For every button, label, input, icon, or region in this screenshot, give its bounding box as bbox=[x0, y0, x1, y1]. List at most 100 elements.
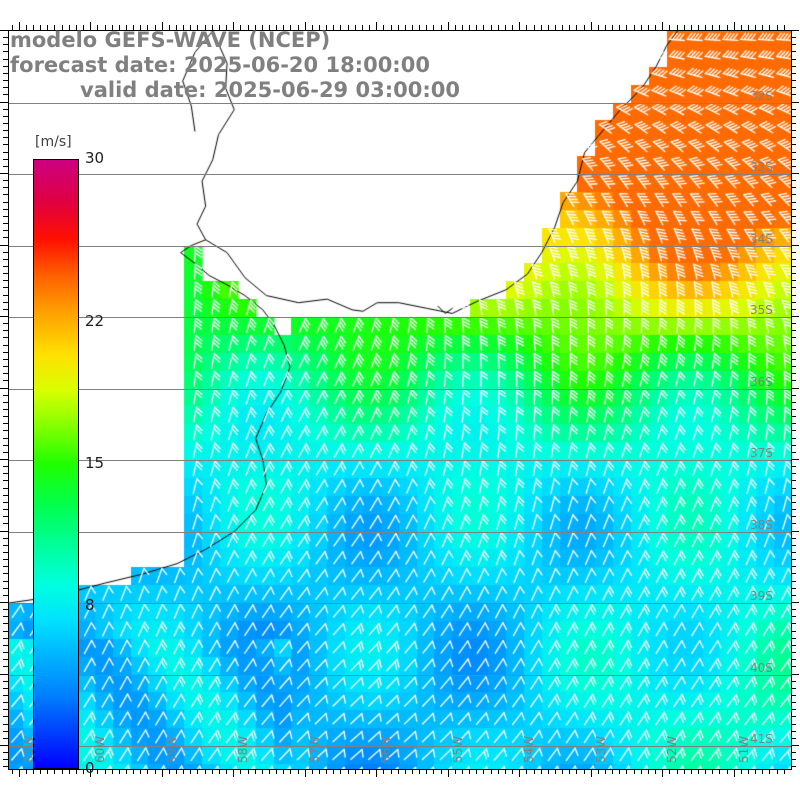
lon-tick-top bbox=[255, 25, 256, 30]
lat-tick-right bbox=[791, 366, 796, 367]
lon-tick-bottom bbox=[526, 769, 527, 774]
lon-tick-bottom bbox=[634, 769, 635, 774]
lon-tick-top bbox=[340, 25, 341, 30]
lat-tick-left bbox=[3, 509, 8, 510]
lat-tick-left bbox=[3, 702, 8, 703]
lon-tick-top bbox=[219, 25, 220, 30]
lat-tick-left bbox=[3, 194, 8, 195]
lat-tick-left bbox=[3, 666, 8, 667]
lon-tick-bottom bbox=[648, 769, 649, 774]
lon-tick-bottom bbox=[455, 769, 456, 774]
lat-tick-left bbox=[3, 209, 8, 210]
lat-tick-right bbox=[791, 209, 796, 210]
lat-tick-left bbox=[0, 531, 8, 532]
lat-tick-left bbox=[3, 273, 8, 274]
lon-tick-top bbox=[662, 22, 663, 30]
lat-tick-left bbox=[3, 223, 8, 224]
lon-tick-top bbox=[76, 25, 77, 30]
lat-tick-right bbox=[791, 573, 796, 574]
lon-tick-top bbox=[369, 25, 370, 30]
lon-tick-top bbox=[305, 22, 306, 30]
lon-tick-top bbox=[240, 25, 241, 30]
lon-tick-top bbox=[555, 25, 556, 30]
lon-tick-top bbox=[505, 25, 506, 30]
lon-tick-top bbox=[12, 25, 13, 30]
colorbar-tick-label: 15 bbox=[85, 454, 105, 472]
lon-tick-top bbox=[591, 22, 592, 30]
lat-tick-right bbox=[791, 609, 796, 610]
lat-tick-right bbox=[791, 759, 796, 760]
lat-tick-left bbox=[3, 330, 8, 331]
lat-tick-right bbox=[791, 545, 796, 546]
lon-tick-top bbox=[619, 25, 620, 30]
lat-tick-right bbox=[791, 695, 796, 696]
lat-tick-right bbox=[791, 159, 796, 160]
lon-tick-bottom bbox=[691, 769, 692, 774]
latitude-label: 34S bbox=[750, 231, 773, 246]
lat-tick-left bbox=[3, 645, 8, 646]
lat-tick-left bbox=[3, 159, 8, 160]
longitude-label: 58W bbox=[236, 735, 251, 763]
lat-tick-right bbox=[791, 581, 796, 582]
lat-tick-right bbox=[791, 144, 796, 145]
lat-tick-left bbox=[3, 538, 8, 539]
lat-tick-right bbox=[791, 588, 796, 589]
lat-tick-left bbox=[3, 695, 8, 696]
lat-tick-left bbox=[3, 652, 8, 653]
lat-tick-right bbox=[791, 30, 799, 31]
longitude-label: 55W bbox=[450, 735, 465, 763]
lon-tick-bottom bbox=[483, 769, 484, 774]
lat-tick-right bbox=[791, 216, 796, 217]
lon-tick-top bbox=[112, 25, 113, 30]
lon-tick-top bbox=[777, 25, 778, 30]
lon-tick-top bbox=[705, 25, 706, 30]
lat-tick-right bbox=[791, 102, 799, 103]
lon-tick-top bbox=[169, 25, 170, 30]
lon-tick-top bbox=[691, 25, 692, 30]
lon-tick-bottom bbox=[741, 769, 742, 774]
lat-tick-left bbox=[3, 402, 8, 403]
lat-tick-right bbox=[791, 495, 796, 496]
lon-tick-bottom bbox=[605, 769, 606, 774]
lat-tick-left bbox=[0, 30, 8, 31]
lat-tick-right bbox=[791, 473, 796, 474]
lat-tick-right bbox=[791, 602, 799, 603]
map-plot-area[interactable] bbox=[9, 31, 791, 769]
lon-tick-top bbox=[269, 25, 270, 30]
lon-tick-top bbox=[677, 25, 678, 30]
lat-tick-right bbox=[791, 430, 796, 431]
lat-tick-left bbox=[3, 359, 8, 360]
parallel-line bbox=[9, 603, 791, 604]
colorbar-gradient bbox=[33, 159, 79, 769]
lat-tick-left bbox=[3, 259, 8, 260]
lat-tick-left bbox=[3, 623, 8, 624]
lat-tick-right bbox=[791, 488, 796, 489]
lat-tick-left bbox=[3, 302, 8, 303]
lat-tick-right bbox=[791, 659, 796, 660]
lon-tick-bottom bbox=[183, 769, 184, 774]
lat-tick-right bbox=[791, 516, 796, 517]
lon-tick-top bbox=[183, 25, 184, 30]
lat-tick-left bbox=[3, 638, 8, 639]
lon-tick-bottom bbox=[641, 769, 642, 774]
parallel-line bbox=[9, 389, 791, 390]
longitude-label: 60W bbox=[93, 735, 108, 763]
lon-tick-top bbox=[19, 22, 20, 30]
lon-tick-bottom bbox=[584, 769, 585, 774]
lon-tick-bottom bbox=[105, 769, 106, 774]
lon-tick-bottom bbox=[784, 769, 785, 774]
lon-tick-bottom bbox=[698, 769, 699, 774]
lon-tick-bottom bbox=[97, 769, 98, 774]
lat-tick-left bbox=[3, 423, 8, 424]
lon-tick-bottom bbox=[340, 769, 341, 774]
lon-tick-top bbox=[769, 25, 770, 30]
lat-tick-right bbox=[791, 273, 796, 274]
lat-tick-right bbox=[791, 123, 796, 124]
lon-tick-top bbox=[462, 25, 463, 30]
lon-tick-bottom bbox=[412, 769, 413, 774]
lon-tick-bottom bbox=[126, 769, 127, 774]
lon-tick-bottom bbox=[219, 769, 220, 774]
lat-tick-right bbox=[791, 373, 796, 374]
lat-tick-left bbox=[3, 123, 8, 124]
lat-tick-left bbox=[3, 466, 8, 467]
